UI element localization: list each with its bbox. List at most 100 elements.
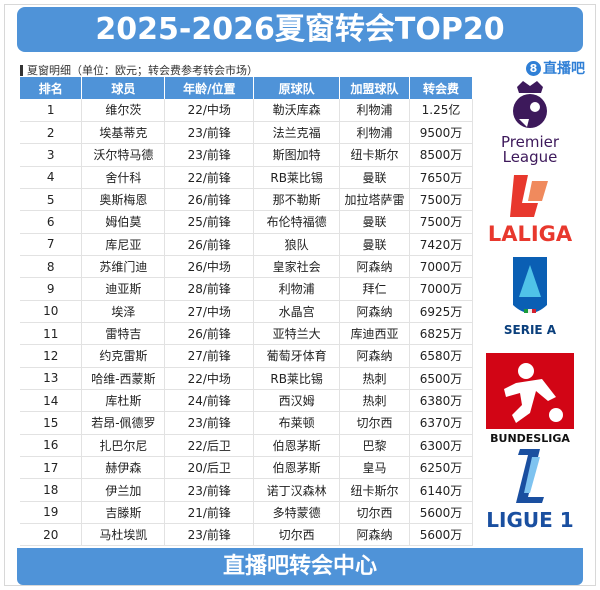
- cell-player: 约克雷斯: [81, 344, 166, 368]
- brand-logo: 8 直播吧: [526, 58, 585, 78]
- cell-age-position: 23/前锋: [164, 411, 255, 435]
- cell-to-club: 纽卡斯尔: [339, 143, 410, 167]
- cell-fee: 7500万: [409, 188, 473, 212]
- column-header-player: 球员: [81, 77, 166, 99]
- cell-rank: 11: [20, 322, 83, 346]
- cell-from-club: 伯恩茅斯: [253, 456, 341, 480]
- cell-rank: 14: [20, 389, 83, 413]
- laliga-icon: [510, 175, 548, 217]
- cell-rank: 3: [20, 143, 83, 167]
- cell-to-club: 库迪西亚: [339, 322, 410, 346]
- cell-from-club: 那不勒斯: [253, 188, 341, 212]
- cell-player: 扎巴尔尼: [81, 434, 166, 458]
- cell-player: 伊兰加: [81, 478, 166, 502]
- cell-age-position: 22/前锋: [164, 166, 255, 189]
- cell-player: 哈维-西蒙斯: [81, 367, 166, 390]
- cell-rank: 19: [20, 501, 83, 525]
- cell-from-club: 葡萄牙体育: [253, 344, 341, 368]
- table-row: 13 哈维-西蒙斯 22/中场 RB莱比锡 热刺 6500万: [20, 367, 473, 390]
- table-row: 2 埃基蒂克 23/前锋 法兰克福 利物浦 9500万: [20, 121, 473, 145]
- cell-fee: 6370万: [409, 411, 473, 435]
- cell-age-position: 26/中场: [164, 255, 255, 279]
- transfer-table: 排名 球员 年龄/位置 原球队 加盟球队 转会费 1 维尔茨 22/中场 勒沃库森 利物浦 1.25…: [20, 77, 473, 547]
- table-row: 14 库杜斯 24/前锋 西汉姆 热刺 6380万: [20, 389, 473, 413]
- column-header-rank: 排名: [20, 77, 83, 99]
- column-header-age-position: 年龄/位置: [164, 77, 255, 99]
- cell-rank: 1: [20, 99, 83, 122]
- cell-from-club: 亚特兰大: [253, 322, 341, 346]
- cell-rank: 7: [20, 233, 83, 256]
- cell-age-position: 23/前锋: [164, 121, 255, 145]
- cell-fee: 7000万: [409, 255, 473, 279]
- cell-age-position: 23/前锋: [164, 478, 255, 502]
- subtitle: 夏窗明细（单位：欧元；转会费参考转会市场）: [20, 62, 258, 78]
- cell-rank: 10: [20, 300, 83, 323]
- column-header-to-club: 加盟球队: [339, 77, 410, 99]
- cell-from-club: 切尔西: [253, 523, 341, 547]
- table-row: 10 埃泽 27/中场 水晶宫 阿森纳 6925万: [20, 300, 473, 323]
- cell-rank: 18: [20, 478, 83, 502]
- cell-rank: 12: [20, 344, 83, 368]
- cell-from-club: RB莱比锡: [253, 367, 341, 390]
- table-row: 12 约克雷斯 27/前锋 葡萄牙体育 阿森纳 6580万: [20, 344, 473, 368]
- laliga-logo: LALIGA: [478, 173, 582, 245]
- serie-a-icon: [513, 257, 547, 313]
- cell-rank: 5: [20, 188, 83, 212]
- cell-rank: 8: [20, 255, 83, 279]
- cell-to-club: 拜仁: [339, 277, 410, 301]
- cell-fee: 5600万: [409, 501, 473, 525]
- cell-from-club: 利物浦: [253, 277, 341, 301]
- pl-text1: Premier: [500, 133, 560, 151]
- serie-a-logo: SERIE A: [478, 257, 582, 337]
- cell-to-club: 纽卡斯尔: [339, 478, 410, 502]
- cell-rank: 9: [20, 277, 83, 301]
- cell-rank: 13: [20, 367, 83, 390]
- cell-rank: 16: [20, 434, 83, 458]
- table-row: 16 扎巴尔尼 22/后卫 伯恩茅斯 巴黎 6300万: [20, 434, 473, 458]
- table-row: 3 沃尔特马德 23/前锋 斯图加特 纽卡斯尔 8500万: [20, 143, 473, 167]
- cell-player: 奥斯梅恩: [81, 188, 166, 212]
- cell-from-club: 勒沃库森: [253, 99, 341, 122]
- cell-rank: 4: [20, 166, 83, 189]
- cell-fee: 1.25亿: [409, 99, 473, 122]
- serie-a-text: SERIE A: [503, 323, 557, 337]
- cell-from-club: RB莱比锡: [253, 166, 341, 189]
- premier-league-logo: Premier League: [478, 79, 582, 165]
- cell-age-position: 26/前锋: [164, 188, 255, 212]
- cell-to-club: 皇马: [339, 456, 410, 480]
- cell-rank: 17: [20, 456, 83, 480]
- cell-from-club: 狼队: [253, 233, 341, 256]
- cell-rank: 6: [20, 210, 83, 234]
- ligue-1-icon: [516, 449, 544, 503]
- cell-player: 库杜斯: [81, 389, 166, 413]
- bundesliga-text: BUNDESLIGA: [490, 432, 570, 445]
- table-row: 17 赫伊森 20/后卫 伯恩茅斯 皇马 6250万: [20, 456, 473, 480]
- cell-fee: 6925万: [409, 300, 473, 323]
- cell-from-club: 布莱顿: [253, 411, 341, 435]
- table-row: 18 伊兰加 23/前锋 诺丁汉森林 纽卡斯尔 6140万: [20, 478, 473, 502]
- cell-rank: 15: [20, 411, 83, 435]
- cell-from-club: 布伦特福德: [253, 210, 341, 234]
- cell-player: 若昂-佩德罗: [81, 411, 166, 435]
- cell-to-club: 利物浦: [339, 121, 410, 145]
- subtitle-text: 夏窗明细（单位：欧元；转会费参考转会市场）: [27, 64, 258, 77]
- cell-to-club: 巴黎: [339, 434, 410, 458]
- cell-to-club: 阿森纳: [339, 255, 410, 279]
- footer-banner: 直播吧转会中心: [17, 548, 583, 585]
- cell-age-position: 20/后卫: [164, 456, 255, 480]
- table-row: 1 维尔茨 22/中场 勒沃库森 利物浦 1.25亿: [20, 99, 473, 122]
- table-row: 8 苏维门迪 26/中场 皇家社会 阿森纳 7000万: [20, 255, 473, 279]
- cell-from-club: 斯图加特: [253, 143, 341, 167]
- table-row: 9 迪亚斯 28/前锋 利物浦 拜仁 7000万: [20, 277, 473, 301]
- cell-age-position: 23/前锋: [164, 523, 255, 547]
- cell-age-position: 24/前锋: [164, 389, 255, 413]
- ligue-1-logo: LIGUE 1: [478, 447, 582, 531]
- cell-age-position: 22/后卫: [164, 434, 255, 458]
- cell-from-club: 西汉姆: [253, 389, 341, 413]
- cell-from-club: 多特蒙德: [253, 501, 341, 525]
- cell-age-position: 25/前锋: [164, 210, 255, 234]
- cell-to-club: 阿森纳: [339, 344, 410, 368]
- cell-player: 马杜埃凯: [81, 523, 166, 547]
- cell-from-club: 皇家社会: [253, 255, 341, 279]
- column-header-from-club: 原球队: [253, 77, 341, 99]
